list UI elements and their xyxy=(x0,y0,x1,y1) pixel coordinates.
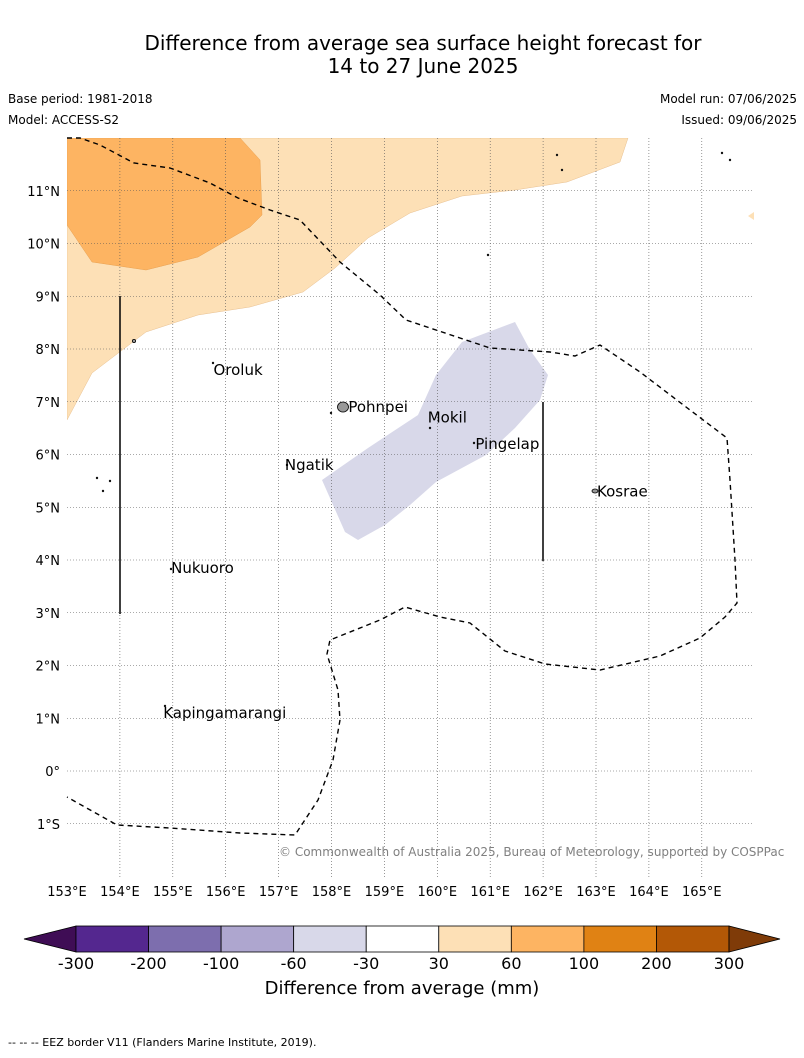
latitude-tick-label: 6°N xyxy=(36,449,61,464)
longitude-tick-label: 165°E xyxy=(682,885,722,900)
island-dot xyxy=(428,426,432,430)
place-label-kapingamarangi: Kapingamarangi xyxy=(163,704,286,722)
colorbar-bin xyxy=(510,925,585,953)
latitude-tick-label: 2°N xyxy=(36,660,61,675)
map-panel: Oroluk Pohnpei Mokil Pingelap Ngatik Kosrae Nu… xyxy=(27,137,754,900)
colorbar xyxy=(23,925,781,953)
colorbar-bin xyxy=(583,925,657,953)
colorbar-tick-label: 100 xyxy=(568,954,600,973)
place-label-nukuoro: Nukuoro xyxy=(171,559,234,577)
colorbar-bin xyxy=(220,925,295,953)
place-label-mokil: Mokil xyxy=(428,409,467,427)
island-dot xyxy=(211,361,215,365)
place-label-oroluk: Oroluk xyxy=(213,361,262,379)
model-name: Model: ACCESS-S2 xyxy=(8,113,120,127)
anomaly-region-neg30-60 xyxy=(322,322,548,540)
colorbar-tick-label: -30 xyxy=(353,954,380,973)
island-dot xyxy=(95,476,99,480)
colorbar-bin xyxy=(148,925,222,953)
colorbar-bin xyxy=(656,925,730,953)
island-dot xyxy=(108,479,112,483)
island-dot xyxy=(101,489,105,493)
colorbar-tick-label: -60 xyxy=(280,954,307,973)
tick-labels: 153°E 154°E 155°E 156°E 157°E 158°E 159°E 160°E… xyxy=(27,185,721,900)
colorbar-tick-label: 30 xyxy=(428,954,449,973)
gridlines xyxy=(67,138,754,878)
latitude-tick-label: 8°N xyxy=(36,343,61,358)
colorbar-extend-low xyxy=(23,925,77,953)
colorbar-bin xyxy=(75,925,149,953)
longitude-tick-label: 153°E xyxy=(47,885,87,900)
latitude-tick-label: 5°N xyxy=(36,501,61,516)
map-field xyxy=(67,138,754,540)
colorbar-title: Difference from average (mm) xyxy=(264,978,540,999)
base-period: Base period: 1981-2018 xyxy=(8,92,153,106)
colorbar-tick-label: 200 xyxy=(641,954,672,973)
eez-footnote: -- -- -- EEZ border V11 (Flanders Marine… xyxy=(8,1036,317,1049)
longitude-tick-label: 156°E xyxy=(206,885,246,900)
latitude-tick-label: 9°N xyxy=(36,290,61,305)
colorbar-tick-label: 60 xyxy=(501,954,522,973)
colorbar-tick-label: -100 xyxy=(202,954,240,973)
colorbar-tick-label: 300 xyxy=(713,954,745,973)
place-labels: Oroluk Pohnpei Mokil Pingelap Ngatik Kosrae Nu… xyxy=(163,361,647,722)
place-label-pohnpei: Pohnpei xyxy=(348,398,408,416)
place-label-pingelap: Pingelap xyxy=(475,435,539,453)
island-dot xyxy=(472,441,476,445)
model-run: Model run: 07/06/2025 xyxy=(659,92,797,106)
latitude-tick-label: 7°N xyxy=(36,396,61,411)
latitude-tick-label: 3°N xyxy=(36,607,61,622)
kosrae-island xyxy=(591,488,599,494)
place-label-ngatik: Ngatik xyxy=(285,456,334,474)
colorbar-bin xyxy=(293,925,367,953)
colorbar-extend-high xyxy=(728,925,781,953)
colorbar-bin xyxy=(365,925,440,953)
latitude-tick-label: 11°N xyxy=(27,185,60,200)
latitude-tick-label: 1°S xyxy=(37,818,60,833)
latitude-tick-label: 10°N xyxy=(27,238,60,253)
pohnpei-island xyxy=(337,401,349,413)
island-dot xyxy=(720,151,724,155)
island-dot xyxy=(728,158,732,162)
issued-date: Issued: 09/06/2025 xyxy=(681,113,797,127)
latitude-tick-label: 4°N xyxy=(36,554,61,569)
copyright-notice: © Commonwealth of Australia 2025, Bureau… xyxy=(279,845,785,859)
island-dot xyxy=(560,168,564,172)
longitude-tick-label: 159°E xyxy=(365,885,405,900)
longitude-tick-label: 163°E xyxy=(576,885,616,900)
island-dot xyxy=(285,463,289,467)
island-dot xyxy=(169,567,173,571)
island-dot xyxy=(486,253,490,257)
longitude-tick-label: 157°E xyxy=(259,885,299,900)
longitude-tick-label: 158°E xyxy=(312,885,352,900)
island-dot xyxy=(329,411,333,415)
islands xyxy=(95,151,732,708)
island-dot xyxy=(131,338,136,343)
longitude-tick-label: 155°E xyxy=(153,885,193,900)
colorbar-tick-label: -300 xyxy=(57,954,95,973)
colorbar-bin xyxy=(438,925,512,953)
anomaly-patch-east xyxy=(748,212,754,220)
longitude-tick-label: 161°E xyxy=(470,885,510,900)
title-line-1: Difference from average sea surface heig… xyxy=(144,31,702,55)
latitude-tick-label: 1°N xyxy=(36,712,61,727)
title-line-2: 14 to 27 June 2025 xyxy=(327,54,519,78)
longitude-tick-label: 162°E xyxy=(523,885,563,900)
latitude-tick-label: 0° xyxy=(45,765,60,780)
island-dot xyxy=(163,704,167,708)
island-dot xyxy=(555,153,559,157)
longitude-tick-label: 160°E xyxy=(418,885,458,900)
eez-border xyxy=(66,137,738,836)
longitude-tick-label: 154°E xyxy=(100,885,140,900)
colorbar-tick-label: -200 xyxy=(130,954,167,973)
map-title: Difference from average sea surface heig… xyxy=(0,32,804,78)
longitude-tick-label: 164°E xyxy=(629,885,669,900)
place-label-kosrae: Kosrae xyxy=(597,482,648,500)
